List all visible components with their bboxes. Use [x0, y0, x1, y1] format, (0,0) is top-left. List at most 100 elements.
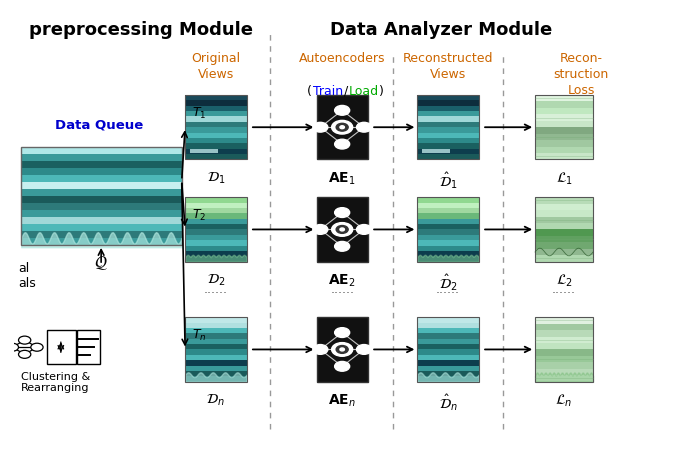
Bar	[185, 355, 246, 360]
Bar	[417, 235, 479, 240]
Bar	[417, 144, 479, 149]
Bar	[535, 350, 593, 356]
Bar	[21, 189, 182, 196]
Bar	[185, 148, 246, 154]
Text: (: (	[307, 85, 312, 98]
Bar	[185, 138, 246, 144]
Text: $\hat{\mathcal{D}}_n$: $\hat{\mathcal{D}}_n$	[439, 393, 457, 414]
Bar	[535, 95, 593, 101]
Bar	[417, 197, 479, 261]
Bar	[535, 317, 593, 382]
Bar	[417, 202, 479, 208]
Text: $T_1$: $T_1$	[192, 105, 206, 121]
Bar	[185, 333, 246, 339]
Bar	[185, 202, 246, 208]
Bar	[21, 168, 182, 175]
Bar	[185, 197, 246, 202]
Bar	[535, 324, 593, 330]
Circle shape	[356, 225, 372, 234]
Bar	[535, 95, 593, 159]
Bar	[185, 122, 246, 127]
Bar	[535, 114, 593, 121]
Text: Train: Train	[313, 85, 343, 98]
Bar	[185, 111, 246, 117]
Bar	[535, 121, 593, 127]
Bar	[535, 243, 593, 249]
Bar	[417, 350, 479, 355]
Bar	[535, 204, 593, 210]
Circle shape	[335, 139, 350, 149]
Bar	[417, 213, 479, 219]
Bar	[21, 161, 182, 168]
Bar	[185, 339, 246, 344]
Bar	[535, 369, 593, 375]
Text: preprocessing Module: preprocessing Module	[29, 21, 253, 39]
Bar	[21, 210, 182, 217]
Bar	[535, 223, 593, 230]
Bar	[190, 149, 218, 153]
Bar	[21, 238, 182, 245]
Bar	[535, 210, 593, 216]
Bar	[21, 203, 182, 210]
Text: $\mathcal{L}_1$: $\mathcal{L}_1$	[556, 171, 573, 187]
Circle shape	[335, 328, 350, 338]
Bar	[417, 355, 479, 360]
Bar	[535, 101, 593, 108]
Bar	[417, 154, 479, 159]
Text: $\hat{\mathcal{D}}_2$: $\hat{\mathcal{D}}_2$	[439, 273, 457, 293]
Text: Reconstructed
Views: Reconstructed Views	[402, 52, 493, 81]
Bar	[417, 317, 479, 382]
Text: ......: ......	[330, 283, 354, 296]
Circle shape	[332, 121, 353, 134]
Bar	[535, 197, 593, 261]
Bar	[21, 217, 182, 224]
Text: $\mathbf{AE}_n$: $\mathbf{AE}_n$	[328, 393, 356, 409]
Text: $\mathcal{Q}$: $\mathcal{Q}$	[94, 254, 108, 272]
Bar	[417, 122, 479, 127]
Circle shape	[31, 343, 43, 351]
Bar	[185, 360, 246, 365]
Bar	[417, 111, 479, 117]
Bar	[316, 317, 368, 382]
Bar	[535, 255, 593, 261]
Bar	[185, 251, 246, 256]
Bar	[535, 147, 593, 153]
Bar	[185, 197, 246, 261]
Bar	[417, 95, 479, 100]
Bar	[417, 219, 479, 224]
Bar	[535, 337, 593, 343]
Circle shape	[313, 345, 328, 354]
Text: $\hat{\mathcal{D}}_1$: $\hat{\mathcal{D}}_1$	[439, 171, 457, 191]
Text: $\mathcal{L}_n$: $\mathcal{L}_n$	[555, 393, 573, 409]
Bar	[535, 216, 593, 223]
Bar	[535, 127, 593, 134]
Bar	[21, 182, 182, 189]
Bar	[316, 95, 368, 159]
Text: Data Queue: Data Queue	[55, 118, 144, 131]
Bar	[185, 95, 246, 159]
Circle shape	[336, 346, 348, 353]
Bar	[185, 224, 246, 230]
Circle shape	[335, 207, 350, 217]
Text: ......: ......	[436, 283, 460, 296]
Bar	[417, 251, 479, 256]
Text: ......: ......	[204, 283, 228, 296]
Bar	[47, 330, 76, 364]
Bar	[417, 95, 479, 159]
Circle shape	[340, 348, 344, 351]
Circle shape	[356, 345, 372, 354]
Bar	[417, 371, 479, 376]
Bar	[185, 376, 246, 382]
Text: Recon-
struction
Loss: Recon- struction Loss	[554, 52, 609, 97]
Bar	[21, 154, 182, 161]
Text: $\mathbf{AE}_1$: $\mathbf{AE}_1$	[328, 171, 356, 187]
Circle shape	[336, 225, 348, 234]
Bar	[417, 240, 479, 246]
Bar	[417, 138, 479, 144]
Bar	[185, 317, 246, 382]
Bar	[417, 256, 479, 261]
Bar	[535, 134, 593, 140]
Bar	[185, 213, 246, 219]
Bar	[185, 117, 246, 122]
Bar	[417, 365, 479, 371]
